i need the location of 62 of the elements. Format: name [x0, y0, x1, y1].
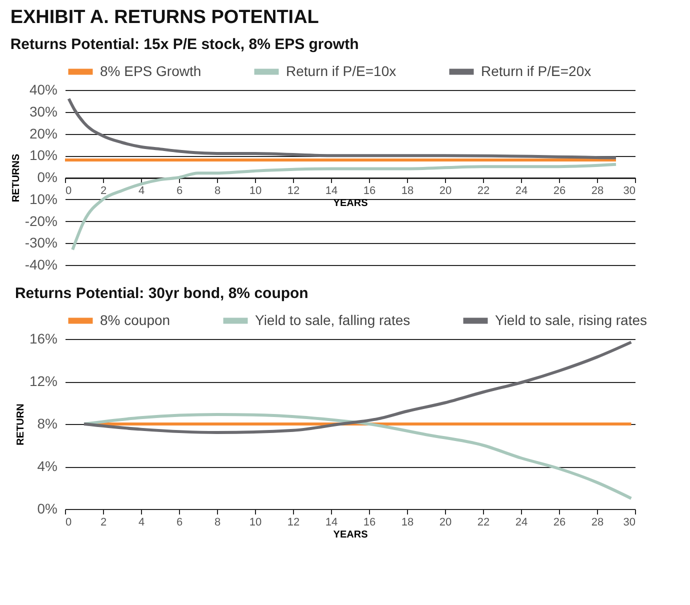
x-tick-label: 6 [176, 185, 183, 197]
x-tick-label: 2 [100, 516, 107, 528]
x-tick-label: 0 [66, 516, 72, 528]
y-tick-label: 10% [29, 190, 58, 207]
chart-title: Returns Potential: 30yr bond, 8% coupon [14, 285, 308, 302]
legend-label: Yield to sale, falling rates [255, 312, 410, 328]
y-tick-label: 4% [37, 458, 58, 474]
x-tick-label: 24 [515, 185, 528, 197]
line-series [67, 97, 618, 160]
legend-label: 8% EPS Growth [100, 62, 202, 79]
y-tick-label: 20% [29, 125, 58, 142]
y-tick-label: 16% [29, 330, 58, 346]
y-tick-label: -30% [24, 234, 58, 251]
y-axis-title: RETURN [15, 404, 26, 446]
x-tick-label: 28 [591, 516, 604, 528]
x-tick-label: 6 [176, 516, 183, 528]
x-tick-label: 8 [214, 516, 221, 528]
x-tick-label: 12 [287, 516, 300, 528]
x-axis-title: YEARS [333, 530, 368, 540]
chart-title: EXHIBIT A. RETURNS POTENTIAL [10, 7, 320, 28]
y-tick-label: -20% [24, 212, 58, 229]
x-tick-label: 26 [553, 185, 566, 197]
legend-label: Return if P/E=10x [286, 62, 396, 79]
x-tick-label: 20 [439, 185, 452, 197]
line-series [71, 162, 618, 252]
y-tick-label: 10% [29, 147, 58, 164]
y-tick-label: 40% [29, 82, 58, 98]
x-tick-label: 4 [138, 185, 145, 197]
x-tick-label: 28 [591, 185, 604, 197]
x-tick-label: 12 [287, 185, 300, 197]
x-tick-label: 24 [515, 516, 528, 528]
x-tick-label: 4 [138, 516, 145, 528]
y-tick-label: 12% [29, 373, 58, 389]
x-tick-label: 10 [249, 185, 262, 197]
x-tick-label: 22 [477, 185, 490, 197]
y-axis-title: RETURNS [10, 154, 22, 202]
legend-label: Return if P/E=20x [481, 62, 592, 79]
x-tick-label: 2 [100, 185, 107, 197]
x-tick-label: 18 [401, 185, 414, 197]
legend-label: Yield to sale, rising rates [495, 312, 647, 328]
y-tick-label: 0% [37, 500, 58, 516]
x-tick-label: 30 [623, 185, 636, 197]
y-tick-label: 30% [29, 103, 58, 120]
chart-subtitle: Returns Potential: 15x P/E stock, 8% EPS growth [10, 36, 359, 53]
y-tick-label: 8% [37, 416, 58, 432]
x-tick-label: 30 [623, 516, 636, 528]
x-tick-label: 10 [249, 516, 262, 528]
x-tick-label: 26 [553, 516, 566, 528]
legend-label: 8% coupon [100, 312, 170, 328]
x-axis-title: YEARS [333, 198, 368, 209]
x-tick-label: 18 [401, 516, 414, 528]
line-series [82, 340, 633, 434]
x-tick-label: 14 [325, 185, 338, 197]
y-tick-label: -40% [24, 256, 58, 272]
x-tick-label: 16 [363, 516, 376, 528]
x-tick-label: 16 [363, 185, 376, 197]
y-tick-label: 0% [37, 169, 58, 185]
x-tick-label: 8 [214, 185, 221, 197]
x-tick-label: 0 [66, 185, 72, 197]
x-tick-label: 14 [325, 516, 338, 528]
x-tick-label: 22 [477, 516, 490, 528]
x-tick-label: 20 [439, 516, 452, 528]
